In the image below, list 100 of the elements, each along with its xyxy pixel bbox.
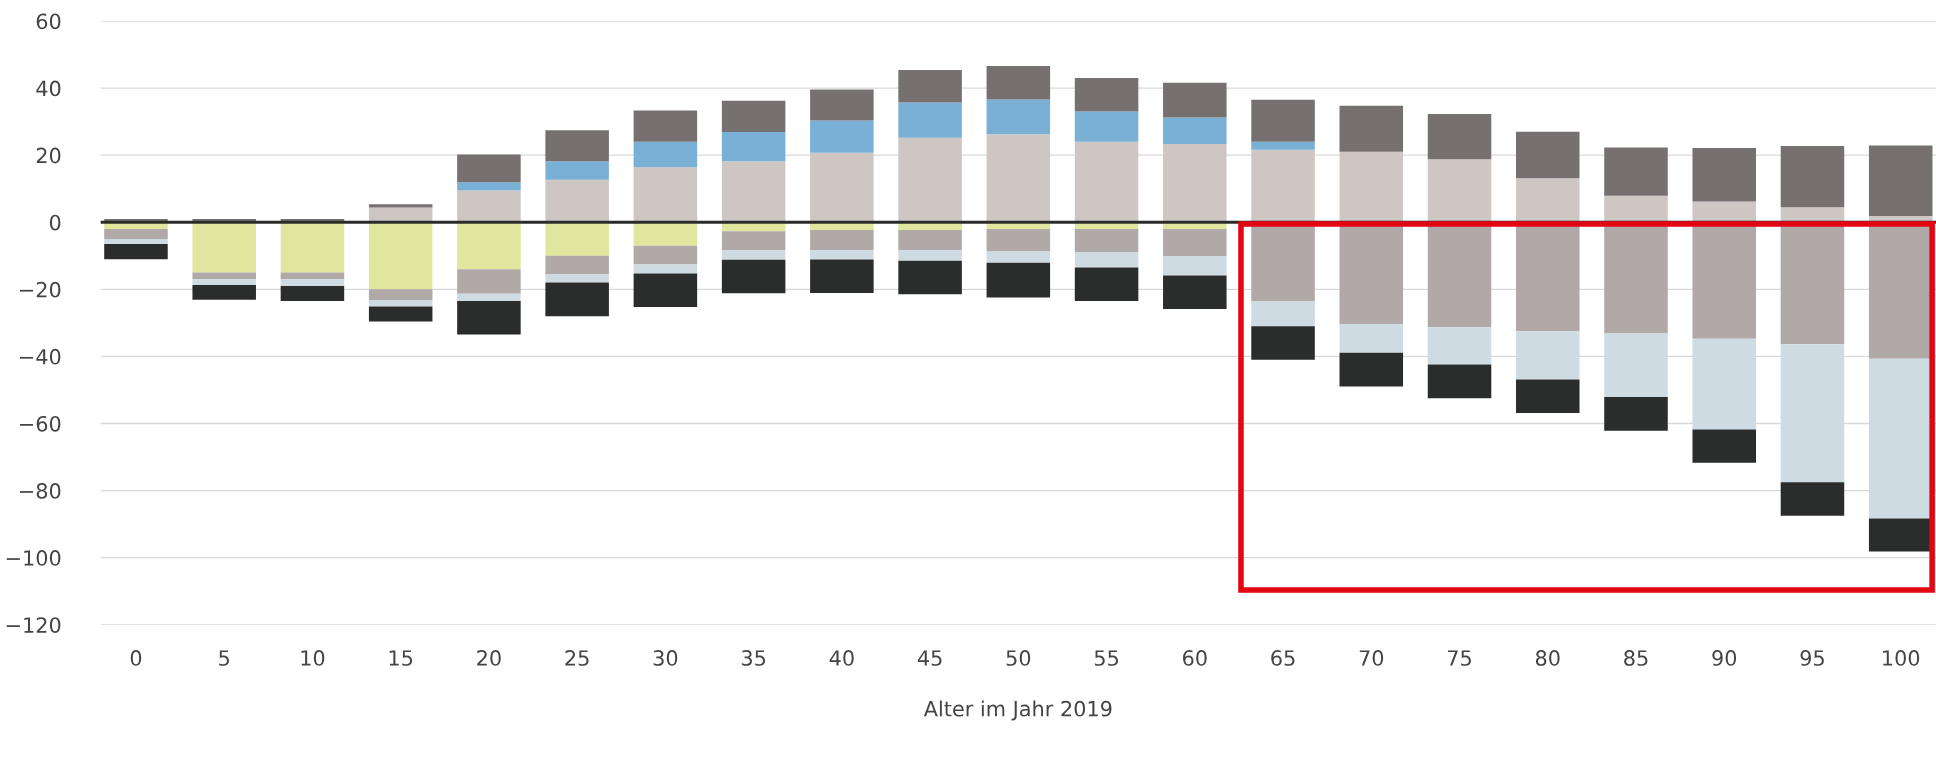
bar [545, 179, 609, 223]
y-tick-label: −60 [20, 415, 61, 432]
bar [633, 167, 698, 223]
bar [633, 245, 698, 265]
bar [986, 251, 1051, 263]
bar [1163, 82, 1227, 118]
bar [545, 282, 609, 317]
bar [280, 222, 345, 273]
bar [986, 65, 1051, 100]
bar [368, 289, 433, 301]
bar [1074, 141, 1139, 223]
x-tick-label: 70 [1359, 650, 1384, 666]
bar [1251, 301, 1315, 327]
bar [1427, 364, 1492, 399]
bar [457, 182, 521, 191]
x-tick-label: 10 [301, 650, 325, 666]
bar [721, 259, 786, 294]
x-axis-title: Alter im Jahr 2019 [923, 700, 1112, 721]
bar [898, 250, 962, 261]
bar [1692, 429, 1756, 463]
x-tick-label: 40 [829, 650, 854, 666]
bar [280, 279, 345, 286]
bar [721, 132, 786, 162]
y-tick-label: −120 [6, 617, 61, 633]
bar [986, 99, 1051, 135]
bar [1339, 323, 1404, 353]
x-tick-label: 5 [219, 650, 230, 666]
x-tick-label: 55 [1094, 650, 1119, 666]
y-tick-label: 40 [36, 80, 61, 97]
bar [1074, 78, 1139, 112]
bar [1074, 228, 1139, 253]
bar [192, 279, 256, 285]
bar [545, 161, 609, 180]
bar [280, 285, 345, 302]
x-tick-label: 30 [653, 650, 678, 666]
bar [633, 222, 698, 246]
bar [986, 262, 1051, 298]
bar [721, 100, 786, 133]
bar [898, 137, 962, 223]
y-tick-label: 60 [36, 13, 61, 30]
bar [192, 284, 256, 300]
bar [368, 306, 433, 322]
bar [810, 152, 874, 223]
bar [1780, 146, 1845, 208]
bar [986, 228, 1051, 252]
bar [1339, 105, 1404, 152]
bar [1515, 131, 1580, 179]
bar [633, 141, 698, 168]
x-tick-label: 50 [1006, 650, 1031, 666]
bar [986, 134, 1051, 223]
y-tick-label: −80 [20, 483, 61, 499]
bar [1427, 159, 1492, 223]
bar [898, 69, 962, 103]
bar [1251, 99, 1315, 142]
y-tick-label: −100 [6, 550, 61, 566]
bar [1163, 275, 1227, 310]
bar [1163, 117, 1227, 145]
bar [721, 250, 786, 260]
bar [1163, 256, 1227, 276]
bar [104, 228, 168, 240]
bar [810, 120, 874, 153]
bar [898, 260, 962, 295]
bar [104, 239, 168, 245]
bar [1780, 207, 1845, 223]
bar [1604, 396, 1668, 431]
x-tick-label: 20 [477, 650, 501, 666]
bar [633, 110, 698, 142]
x-tick-label: 75 [1447, 650, 1471, 666]
x-tick-label: 35 [741, 650, 766, 666]
bar [368, 300, 433, 307]
bar [1074, 267, 1139, 302]
bar [633, 273, 698, 308]
x-tick-label: 0 [130, 650, 142, 666]
bar [1604, 147, 1668, 196]
bar [810, 89, 874, 121]
bar [457, 293, 521, 302]
bar [810, 259, 874, 294]
bar [1339, 352, 1404, 387]
bar [368, 207, 433, 223]
bar [898, 229, 962, 251]
x-tick-label: 95 [1800, 650, 1824, 666]
y-tick-label: −40 [20, 348, 61, 365]
y-tick-label: −20 [20, 281, 61, 298]
bar [545, 222, 609, 256]
bar [1515, 178, 1580, 223]
x-tick-label: 15 [389, 650, 413, 666]
bar [457, 222, 521, 270]
bar [457, 154, 521, 183]
x-tick-label: 85 [1624, 650, 1648, 666]
y-tick-label: 0 [49, 214, 61, 231]
bar [1780, 482, 1845, 516]
y-tick-label: 20 [36, 147, 61, 164]
bar [1515, 379, 1580, 414]
bar [721, 231, 786, 251]
bar [1163, 144, 1227, 223]
x-tick-label: 45 [917, 650, 942, 666]
bar [545, 130, 609, 162]
bar [545, 274, 609, 283]
x-tick-label: 60 [1183, 650, 1207, 666]
bar [192, 272, 256, 280]
